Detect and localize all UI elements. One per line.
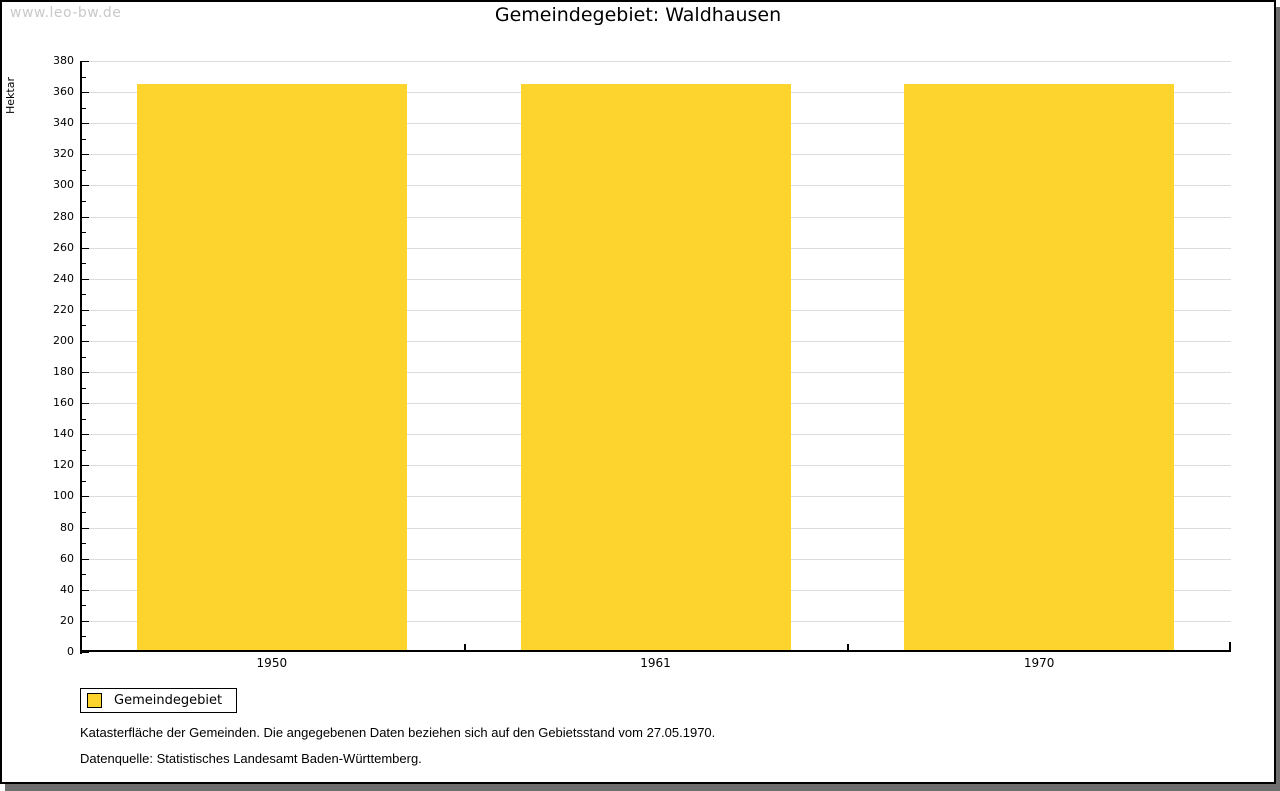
- y-minor-tick: [82, 543, 86, 545]
- x-tick: [847, 644, 849, 650]
- legend-swatch: [87, 693, 102, 708]
- y-tick: [82, 154, 89, 156]
- y-tick-label: 380: [53, 54, 74, 67]
- y-tick-label: 280: [53, 209, 74, 223]
- y-minor-tick: [82, 263, 86, 265]
- legend: Gemeindegebiet: [80, 688, 238, 713]
- y-tick-label: 140: [53, 427, 74, 441]
- y-minor-tick: [82, 480, 86, 482]
- y-minor-tick: [82, 512, 86, 514]
- y-tick-label: 220: [53, 302, 74, 316]
- y-minor-tick: [82, 605, 86, 607]
- y-minor-tick: [82, 169, 86, 171]
- y-minor-tick: [82, 325, 86, 327]
- y-tick-label: 60: [60, 551, 74, 565]
- y-tick: [82, 372, 89, 374]
- y-minor-tick: [82, 232, 86, 234]
- plot-area: 0 20 40 60 80 100 120 140 160 180 200 220 240 260 280 3…: [53, 54, 1231, 670]
- y-tick-label: 20: [60, 613, 74, 627]
- y-tick: [82, 496, 89, 498]
- y-tick: [82, 278, 89, 280]
- y-tick: [82, 92, 89, 94]
- y-tick-label: 340: [53, 116, 74, 130]
- y-tick-label: 100: [53, 489, 74, 503]
- bar: [520, 84, 791, 652]
- y-tick: [82, 558, 89, 560]
- x-axis-line: [80, 650, 1231, 652]
- y-tick-label: 80: [60, 520, 74, 534]
- y-tick: [82, 340, 89, 342]
- watermark: www.leo-bw.de: [10, 5, 122, 21]
- y-tick: [82, 309, 89, 311]
- x-tick-label: 1950: [256, 656, 288, 670]
- bar: [904, 84, 1175, 652]
- y-tick-label: 120: [53, 458, 74, 472]
- y-tick: [82, 403, 89, 405]
- y-tick-label: 160: [53, 396, 74, 410]
- footnote-data-source: Datenquelle: Statistisches Landesamt Bad…: [80, 751, 422, 766]
- y-tick-label: 200: [53, 333, 74, 347]
- y-tick-label: 40: [60, 582, 74, 596]
- y-tick: [82, 465, 89, 467]
- y-tick-label: 300: [53, 178, 74, 192]
- x-tick-label: 1961: [640, 656, 671, 670]
- y-minor-tick: [82, 387, 86, 389]
- y-minor-tick: [82, 574, 86, 576]
- y-tick-label: 240: [53, 271, 74, 285]
- y-minor-tick: [82, 200, 86, 202]
- x-axis-end-tick: [1229, 642, 1231, 650]
- y-tick-label: 320: [53, 147, 74, 161]
- y-tick: [82, 620, 89, 622]
- y-tick-label: 180: [53, 365, 74, 379]
- gridline: [80, 61, 1231, 62]
- y-tick: [82, 527, 89, 529]
- y-minor-tick: [82, 356, 86, 358]
- bar: [136, 84, 407, 652]
- y-minor-tick: [82, 138, 86, 140]
- y-tick-label: 360: [53, 85, 74, 99]
- y-tick-label: 260: [53, 240, 74, 254]
- y-minor-tick: [82, 449, 86, 451]
- y-axis-label: Hektar: [4, 77, 17, 114]
- chart-title: Gemeindegebiet: Waldhausen: [494, 4, 782, 26]
- y-axis-line: [80, 61, 82, 654]
- y-tick: [82, 185, 89, 187]
- y-minor-tick: [82, 418, 86, 420]
- y-tick: [82, 434, 89, 436]
- y-tick: [82, 61, 89, 62]
- y-minor-tick: [82, 76, 86, 78]
- y-tick: [82, 123, 89, 125]
- legend-label: Gemeindegebiet: [114, 692, 223, 708]
- y-tick-label: 0: [67, 645, 74, 658]
- x-tick-label: 1970: [1023, 656, 1055, 670]
- footnote-source-note: Katasterfläche der Gemeinden. Die angege…: [80, 725, 716, 740]
- x-tick: [464, 644, 466, 650]
- y-minor-tick: [82, 294, 86, 296]
- y-minor-tick: [82, 107, 86, 109]
- y-minor-tick: [82, 636, 86, 638]
- y-tick: [82, 589, 89, 591]
- y-tick: [82, 247, 89, 249]
- y-tick: [82, 652, 89, 653]
- y-tick: [82, 216, 89, 218]
